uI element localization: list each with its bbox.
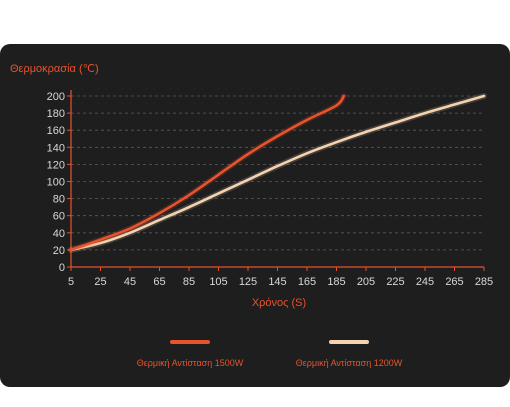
y-tick-label: 160 xyxy=(47,125,65,137)
y-tick-label: 40 xyxy=(53,228,65,240)
series-1200w-line xyxy=(69,94,486,252)
x-tick-label: 5 xyxy=(68,276,74,288)
y-tick-label: 200 xyxy=(47,91,65,103)
y-tick-label: 140 xyxy=(47,142,65,154)
x-tick-label: 245 xyxy=(416,276,434,288)
y-tick-label: 80 xyxy=(53,194,65,206)
x-tick-label: 225 xyxy=(386,276,404,288)
y-tick-label: 60 xyxy=(53,211,65,223)
x-tick-label: 45 xyxy=(124,276,136,288)
y-tick-label: 0 xyxy=(59,262,65,274)
y-tick-label: 100 xyxy=(47,177,65,189)
x-tick-label: 125 xyxy=(239,276,257,288)
x-tick-label: 165 xyxy=(298,276,316,288)
x-tick-label: 105 xyxy=(209,276,227,288)
x-tick-label: 145 xyxy=(268,276,286,288)
legend-1200w-label: Θερμική Αντίσταση 1200W xyxy=(296,358,403,368)
x-tick-label: 265 xyxy=(445,276,463,288)
chart-card: 0 20 40 60 80 100 120 140 160 180 200 5 25 45 65 85 105 1… xyxy=(0,44,510,387)
y-axis-label: Θερμοκρασία (℃) xyxy=(10,63,99,75)
x-tick-label: 65 xyxy=(153,276,165,288)
temperature-chart: 0 20 40 60 80 100 120 140 160 180 200 5 25 45 65 85 105 1… xyxy=(10,63,493,368)
x-tick-label: 285 xyxy=(475,276,493,288)
x-tick-label: 205 xyxy=(357,276,375,288)
x-tick-label: 25 xyxy=(94,276,106,288)
x-axis-label: Χρόνος (S) xyxy=(252,297,306,309)
legend-1500w-label: Θερμική Αντίσταση 1500W xyxy=(137,358,244,368)
x-tick-label: 185 xyxy=(327,276,345,288)
y-tick-label: 180 xyxy=(47,108,65,120)
y-tick-label: 120 xyxy=(47,159,65,171)
x-tick-label: 85 xyxy=(183,276,195,288)
series-1500w-line-glow xyxy=(68,93,347,253)
series-1500w-line xyxy=(69,94,346,252)
y-tick-label: 20 xyxy=(53,245,65,257)
